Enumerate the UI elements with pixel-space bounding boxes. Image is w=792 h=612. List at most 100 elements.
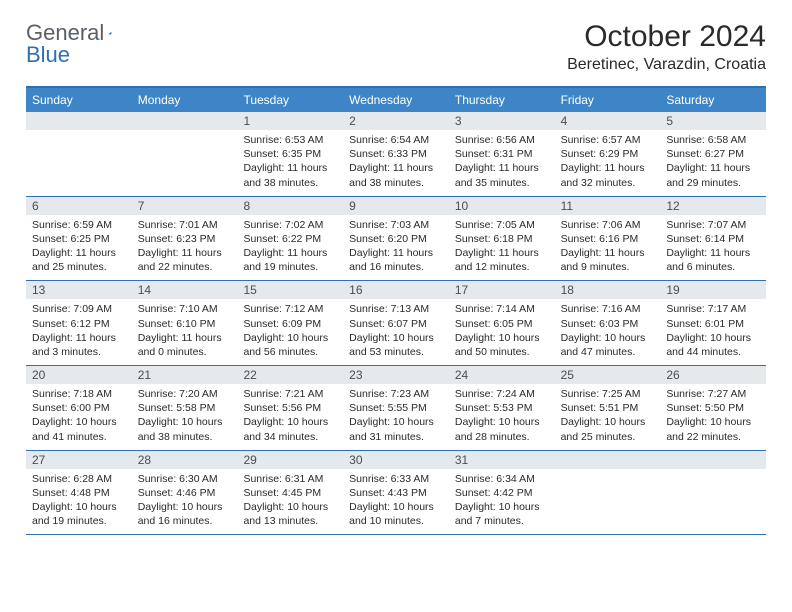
day-number: 15	[237, 281, 343, 299]
day-cell: 2Sunrise: 6:54 AMSunset: 6:33 PMDaylight…	[343, 112, 449, 196]
day-details: Sunrise: 6:30 AMSunset: 4:46 PMDaylight:…	[132, 469, 238, 535]
day-cell: 23Sunrise: 7:23 AMSunset: 5:55 PMDayligh…	[343, 366, 449, 450]
day-cell: 14Sunrise: 7:10 AMSunset: 6:10 PMDayligh…	[132, 281, 238, 365]
day-details: Sunrise: 6:28 AMSunset: 4:48 PMDaylight:…	[26, 469, 132, 535]
day-details: Sunrise: 6:59 AMSunset: 6:25 PMDaylight:…	[26, 215, 132, 281]
day-cell: 19Sunrise: 7:17 AMSunset: 6:01 PMDayligh…	[660, 281, 766, 365]
day-cell: 21Sunrise: 7:20 AMSunset: 5:58 PMDayligh…	[132, 366, 238, 450]
day-details: Sunrise: 7:18 AMSunset: 6:00 PMDaylight:…	[26, 384, 132, 450]
day-cell: 26Sunrise: 7:27 AMSunset: 5:50 PMDayligh…	[660, 366, 766, 450]
day-cell: 22Sunrise: 7:21 AMSunset: 5:56 PMDayligh…	[237, 366, 343, 450]
day-number	[555, 451, 661, 469]
day-number: 12	[660, 197, 766, 215]
day-number	[132, 112, 238, 130]
day-number: 5	[660, 112, 766, 130]
day-cell: 24Sunrise: 7:24 AMSunset: 5:53 PMDayligh…	[449, 366, 555, 450]
day-details: Sunrise: 7:23 AMSunset: 5:55 PMDaylight:…	[343, 384, 449, 450]
day-details: Sunrise: 6:31 AMSunset: 4:45 PMDaylight:…	[237, 469, 343, 535]
day-cell	[660, 451, 766, 535]
calendar: SundayMondayTuesdayWednesdayThursdayFrid…	[26, 86, 766, 535]
day-number: 11	[555, 197, 661, 215]
day-number: 7	[132, 197, 238, 215]
day-cell: 3Sunrise: 6:56 AMSunset: 6:31 PMDaylight…	[449, 112, 555, 196]
day-header: Monday	[132, 88, 238, 112]
day-details: Sunrise: 7:09 AMSunset: 6:12 PMDaylight:…	[26, 299, 132, 365]
day-header: Wednesday	[343, 88, 449, 112]
day-number: 16	[343, 281, 449, 299]
day-details: Sunrise: 7:17 AMSunset: 6:01 PMDaylight:…	[660, 299, 766, 365]
day-cell: 15Sunrise: 7:12 AMSunset: 6:09 PMDayligh…	[237, 281, 343, 365]
day-details: Sunrise: 7:20 AMSunset: 5:58 PMDaylight:…	[132, 384, 238, 450]
day-cell: 10Sunrise: 7:05 AMSunset: 6:18 PMDayligh…	[449, 197, 555, 281]
day-details: Sunrise: 6:57 AMSunset: 6:29 PMDaylight:…	[555, 130, 661, 196]
day-details: Sunrise: 7:14 AMSunset: 6:05 PMDaylight:…	[449, 299, 555, 365]
day-cell: 17Sunrise: 7:14 AMSunset: 6:05 PMDayligh…	[449, 281, 555, 365]
day-header: Sunday	[26, 88, 132, 112]
day-details: Sunrise: 7:21 AMSunset: 5:56 PMDaylight:…	[237, 384, 343, 450]
day-cell: 31Sunrise: 6:34 AMSunset: 4:42 PMDayligh…	[449, 451, 555, 535]
day-cell: 25Sunrise: 7:25 AMSunset: 5:51 PMDayligh…	[555, 366, 661, 450]
day-details: Sunrise: 7:24 AMSunset: 5:53 PMDaylight:…	[449, 384, 555, 450]
day-cell: 12Sunrise: 7:07 AMSunset: 6:14 PMDayligh…	[660, 197, 766, 281]
logo-blue-text: Blue	[26, 42, 70, 68]
day-cell: 4Sunrise: 6:57 AMSunset: 6:29 PMDaylight…	[555, 112, 661, 196]
day-number: 1	[237, 112, 343, 130]
logo-sail-icon	[108, 23, 112, 43]
day-number: 20	[26, 366, 132, 384]
day-details: Sunrise: 7:13 AMSunset: 6:07 PMDaylight:…	[343, 299, 449, 365]
day-cell: 5Sunrise: 6:58 AMSunset: 6:27 PMDaylight…	[660, 112, 766, 196]
day-number: 14	[132, 281, 238, 299]
day-number: 24	[449, 366, 555, 384]
day-number: 9	[343, 197, 449, 215]
location: Beretinec, Varazdin, Croatia	[567, 56, 766, 74]
day-cell: 27Sunrise: 6:28 AMSunset: 4:48 PMDayligh…	[26, 451, 132, 535]
day-details: Sunrise: 7:25 AMSunset: 5:51 PMDaylight:…	[555, 384, 661, 450]
day-cell: 16Sunrise: 7:13 AMSunset: 6:07 PMDayligh…	[343, 281, 449, 365]
day-number: 17	[449, 281, 555, 299]
header: General October 2024 Beretinec, Varazdin…	[26, 20, 766, 74]
day-number: 25	[555, 366, 661, 384]
day-number: 28	[132, 451, 238, 469]
day-details: Sunrise: 7:16 AMSunset: 6:03 PMDaylight:…	[555, 299, 661, 365]
day-cell	[26, 112, 132, 196]
day-number	[26, 112, 132, 130]
day-number: 27	[26, 451, 132, 469]
week-row: 13Sunrise: 7:09 AMSunset: 6:12 PMDayligh…	[26, 281, 766, 366]
day-number: 26	[660, 366, 766, 384]
day-number: 23	[343, 366, 449, 384]
logo-text-blue: Blue	[26, 42, 70, 67]
day-details: Sunrise: 6:58 AMSunset: 6:27 PMDaylight:…	[660, 130, 766, 196]
day-header: Thursday	[449, 88, 555, 112]
day-details: Sunrise: 7:12 AMSunset: 6:09 PMDaylight:…	[237, 299, 343, 365]
day-cell: 29Sunrise: 6:31 AMSunset: 4:45 PMDayligh…	[237, 451, 343, 535]
day-number	[660, 451, 766, 469]
day-cell: 30Sunrise: 6:33 AMSunset: 4:43 PMDayligh…	[343, 451, 449, 535]
day-number: 2	[343, 112, 449, 130]
title-block: October 2024 Beretinec, Varazdin, Croati…	[567, 20, 766, 74]
day-number: 29	[237, 451, 343, 469]
week-row: 27Sunrise: 6:28 AMSunset: 4:48 PMDayligh…	[26, 451, 766, 536]
day-number: 22	[237, 366, 343, 384]
week-row: 6Sunrise: 6:59 AMSunset: 6:25 PMDaylight…	[26, 197, 766, 282]
day-details: Sunrise: 6:54 AMSunset: 6:33 PMDaylight:…	[343, 130, 449, 196]
day-number: 10	[449, 197, 555, 215]
day-details: Sunrise: 6:53 AMSunset: 6:35 PMDaylight:…	[237, 130, 343, 196]
day-details: Sunrise: 6:33 AMSunset: 4:43 PMDaylight:…	[343, 469, 449, 535]
day-cell: 6Sunrise: 6:59 AMSunset: 6:25 PMDaylight…	[26, 197, 132, 281]
day-details: Sunrise: 7:02 AMSunset: 6:22 PMDaylight:…	[237, 215, 343, 281]
day-number: 6	[26, 197, 132, 215]
day-header: Friday	[555, 88, 661, 112]
day-cell: 1Sunrise: 6:53 AMSunset: 6:35 PMDaylight…	[237, 112, 343, 196]
day-number: 3	[449, 112, 555, 130]
day-cell: 18Sunrise: 7:16 AMSunset: 6:03 PMDayligh…	[555, 281, 661, 365]
day-number: 31	[449, 451, 555, 469]
day-details: Sunrise: 7:01 AMSunset: 6:23 PMDaylight:…	[132, 215, 238, 281]
day-header-row: SundayMondayTuesdayWednesdayThursdayFrid…	[26, 88, 766, 112]
day-cell: 28Sunrise: 6:30 AMSunset: 4:46 PMDayligh…	[132, 451, 238, 535]
day-details: Sunrise: 7:07 AMSunset: 6:14 PMDaylight:…	[660, 215, 766, 281]
day-details: Sunrise: 6:56 AMSunset: 6:31 PMDaylight:…	[449, 130, 555, 196]
day-number: 30	[343, 451, 449, 469]
day-details: Sunrise: 7:03 AMSunset: 6:20 PMDaylight:…	[343, 215, 449, 281]
day-number: 19	[660, 281, 766, 299]
month-title: October 2024	[567, 20, 766, 54]
